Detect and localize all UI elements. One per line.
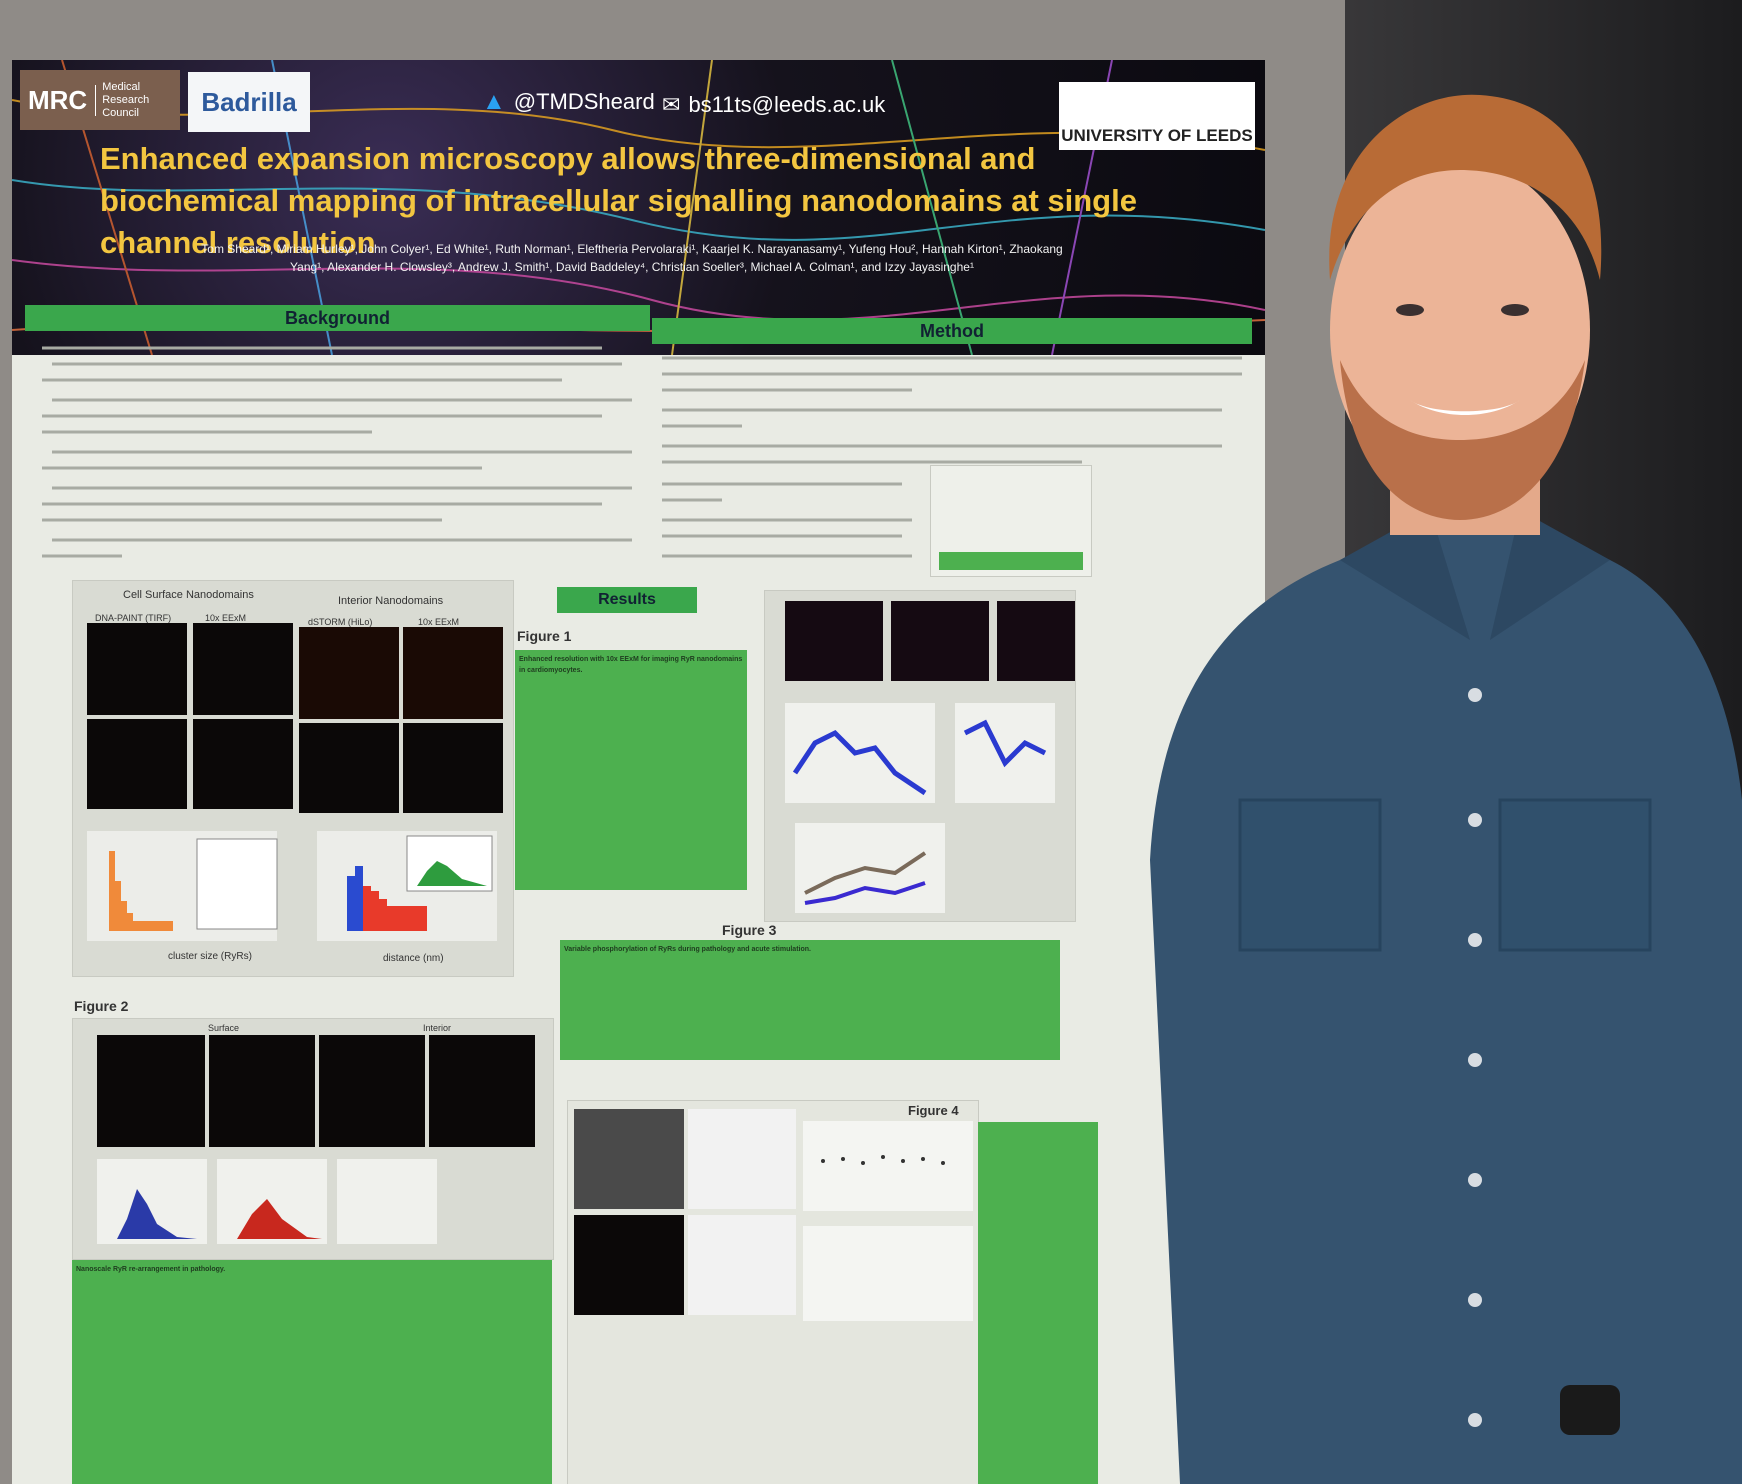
interior-control-image [319, 1035, 425, 1147]
scientific-poster: MRC Medical Research Council Badrilla ▲ … [12, 60, 1265, 1484]
figure-1-caption: Enhanced resolution with 10x EExM for im… [515, 650, 747, 890]
interior-label: Interior Nanodomains [338, 595, 444, 607]
fig4-scatter-plots [803, 1121, 973, 1321]
eexm-interior-image [403, 627, 503, 719]
eexm-label-1: 10x EExM [205, 613, 247, 623]
results-heading: Results [557, 587, 697, 613]
twitter-icon: ▲ [482, 88, 506, 115]
surface-label: Surface [208, 1023, 240, 1033]
fig4-schematic-image [688, 1215, 796, 1315]
figure-3-panel [764, 590, 1076, 922]
email-address: ✉ bs11ts@leeds.ac.uk [662, 92, 886, 117]
poster-title: Enhanced expansion microscopy allows thr… [100, 141, 1137, 260]
mct-rv-image [891, 601, 989, 681]
surface-cluster-image-2 [193, 719, 293, 809]
distance-axis-label: distance (nm) [383, 953, 444, 964]
figure-4-label: Figure 4 [908, 1103, 959, 1118]
fig4-cells-image [688, 1109, 796, 1209]
eexm-surface-image [193, 623, 293, 715]
university-of-leeds-logo: UNIVERSITY OF LEEDS [1059, 82, 1255, 150]
figure-1-panel: Cell Surface Nanodomains Interior Nanodo… [72, 580, 514, 977]
wristwatch [1560, 1385, 1620, 1435]
interior-sub-label: Interior [423, 1023, 452, 1033]
fig3-plots [785, 703, 1055, 913]
fig4-cell-image [574, 1215, 684, 1315]
interior-cluster-image-2 [403, 723, 503, 813]
surface-control-image [97, 1035, 205, 1147]
badrilla-logo: Badrilla [188, 72, 310, 132]
method-heading: Method [652, 318, 1252, 344]
eexm-label-2: 10x EExM [418, 617, 460, 627]
poster-header: MRC Medical Research Council Badrilla ▲ … [12, 60, 1265, 355]
figure-2-caption: Nanoscale RyR re-arrangement in patholog… [72, 1260, 552, 1484]
figure-4-panel: Figure 4 [567, 1100, 979, 1484]
dstorm-label: dSTORM (HiLo) [308, 617, 373, 627]
dna-paint-image [87, 623, 187, 715]
twitter-handle: ▲ @TMDSheard [482, 88, 655, 115]
denim-shirt [1150, 520, 1742, 1484]
expansion-microscopy-diagram [930, 465, 1092, 577]
presenter-person [1150, 94, 1742, 1484]
background-heading: Background [25, 305, 650, 331]
hair [1329, 94, 1602, 280]
fig1-histograms [87, 831, 497, 941]
mrc-logo: MRC Medical Research Council [20, 70, 180, 130]
dna-paint-label: DNA-PAINT (TIRF) [95, 613, 172, 623]
diagram-caption-bar [939, 552, 1083, 570]
cluster-size-axis-label: cluster size (RyRs) [168, 951, 252, 962]
figure-3-caption: Variable phosphorylation of RyRs during … [560, 940, 1060, 1060]
surface-mct-rv-image [209, 1035, 315, 1147]
figure-3-label: Figure 3 [722, 922, 777, 938]
figure-2-label: Figure 2 [74, 998, 129, 1014]
face [1330, 160, 1590, 500]
figure-1-label: Figure 1 [517, 628, 572, 644]
interior-cluster-image-1 [299, 723, 399, 813]
surface-cluster-image-1 [87, 719, 187, 809]
interior-mct-rv-image [429, 1035, 535, 1147]
control-image [785, 601, 883, 681]
iso-image [997, 601, 1075, 681]
envelope-icon: ✉ [662, 92, 681, 117]
author-list: Tom Sheard¹, Miriam Hurley¹, John Colyer… [201, 242, 1063, 274]
figure-2-panel: Surface Interior [72, 1018, 554, 1260]
fig2-histograms [97, 1159, 437, 1244]
figure-4-caption [978, 1122, 1098, 1484]
fig4-grid-image [574, 1109, 684, 1209]
dstorm-image [299, 627, 399, 719]
cell-surface-label: Cell Surface Nanodomains [123, 589, 254, 601]
